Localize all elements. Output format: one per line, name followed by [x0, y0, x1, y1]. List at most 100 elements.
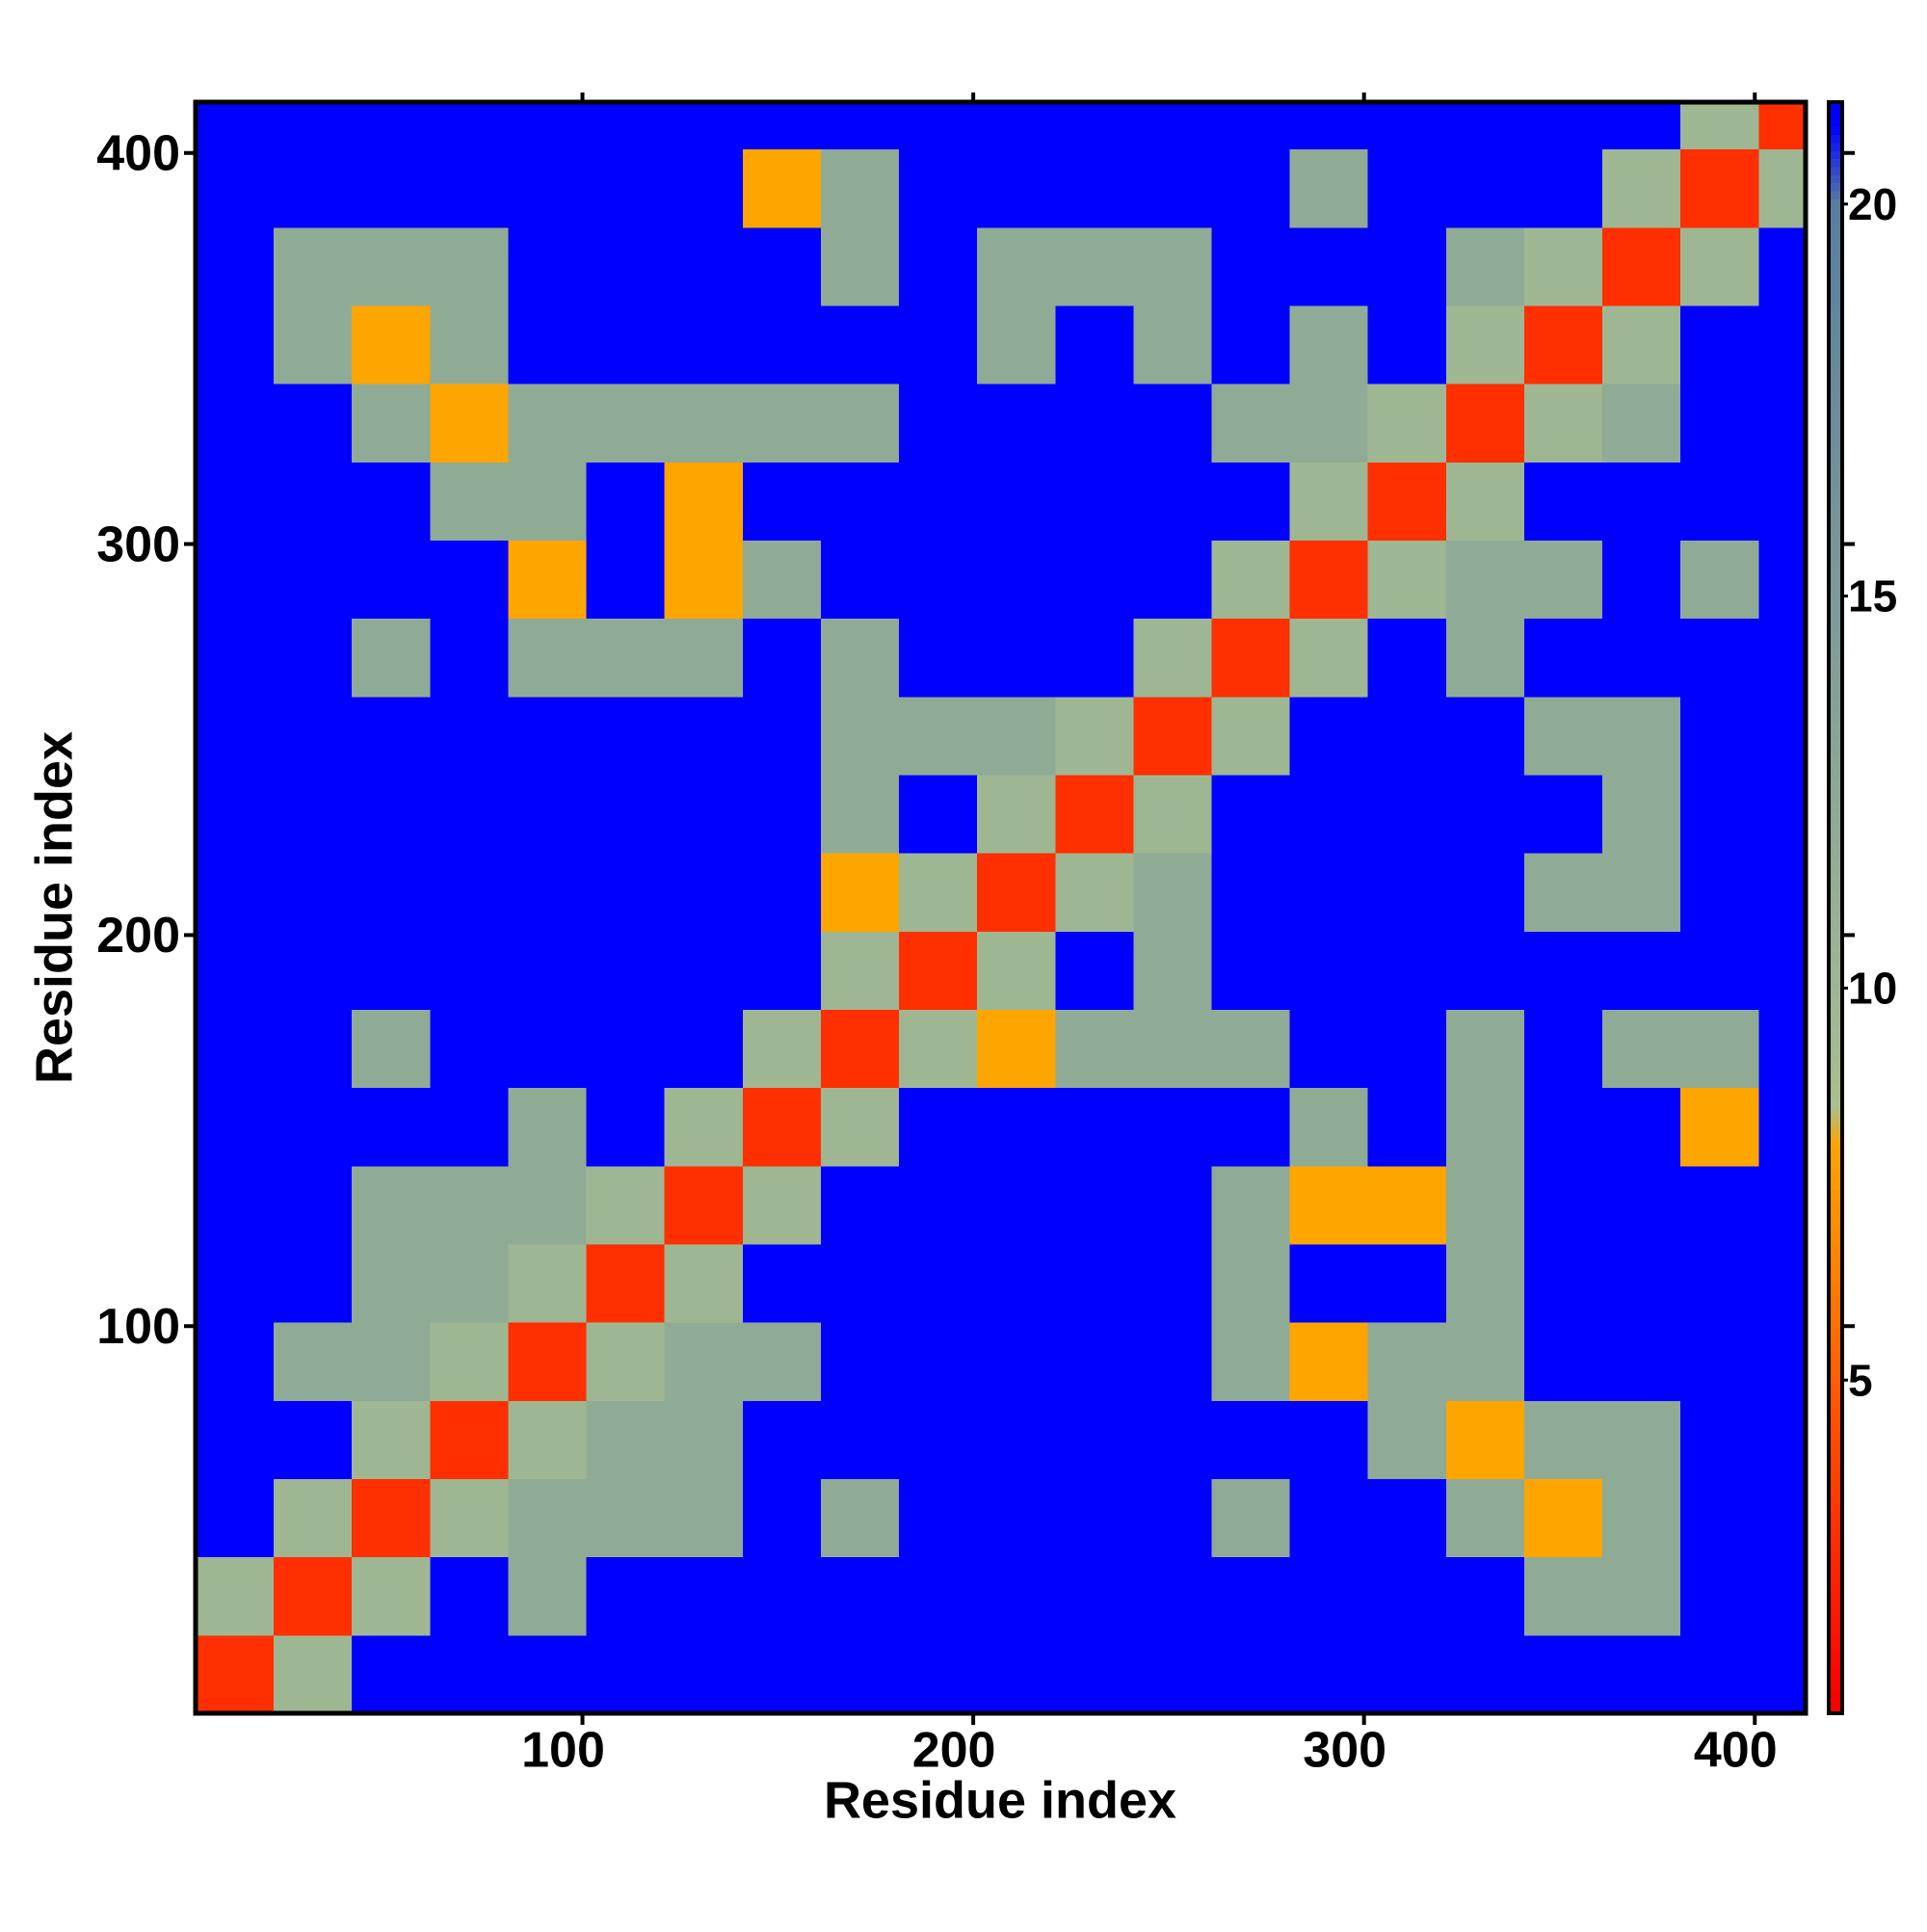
colorbar-segment: [1829, 851, 1842, 860]
heatmap-cell: [1523, 540, 1603, 620]
colorbar-segment: [1829, 1205, 1842, 1215]
colorbar-segment: [1829, 561, 1842, 570]
colorbar-segment: [1829, 722, 1842, 731]
heatmap-cell: [430, 1556, 509, 1636]
heatmap-cell: [196, 148, 275, 228]
heatmap-cell: [742, 462, 822, 542]
heatmap-cell: [1758, 226, 1807, 306]
colorbar-segment: [1829, 505, 1842, 514]
colorbar-segment: [1829, 1149, 1842, 1158]
heatmap-cell: [508, 1634, 588, 1714]
colorbar-segment: [1829, 359, 1842, 369]
heatmap-cell: [1367, 305, 1447, 384]
heatmap-cell: [664, 226, 744, 306]
heatmap-cell: [664, 305, 744, 384]
colorbar-segment: [1829, 875, 1842, 885]
colorbar-segment: [1829, 803, 1842, 812]
colorbar-segment: [1829, 182, 1842, 192]
heatmap-cell: [1680, 305, 1759, 384]
heatmap-cell: [274, 462, 353, 542]
heatmap-cell: [430, 1087, 509, 1167]
colorbar-segment: [1829, 698, 1842, 707]
heatmap-cell: [664, 775, 744, 854]
colorbar-segment: [1829, 1230, 1842, 1239]
heatmap-cell: [1211, 540, 1291, 620]
y-axis-title: Residue index: [25, 731, 83, 1084]
heatmap-cell: [664, 1322, 744, 1401]
heatmap-cell: [1680, 696, 1759, 776]
heatmap-cell: [352, 1165, 431, 1245]
colorbar-segment: [1829, 1093, 1842, 1102]
colorbar-segment: [1829, 730, 1842, 740]
heatmap-cell: [1523, 1634, 1603, 1714]
colorbar-segment: [1829, 424, 1842, 434]
heatmap-cell: [274, 1009, 353, 1089]
x-tick-label: 200: [912, 1723, 996, 1779]
colorbar-segment: [1829, 126, 1842, 136]
heatmap-cell: [1211, 102, 1291, 150]
heatmap-cell: [1758, 540, 1807, 620]
heatmap-cell: [430, 148, 509, 228]
colorbar-segment: [1829, 1673, 1842, 1682]
colorbar-segment: [1829, 1503, 1842, 1513]
heatmap-cell: [820, 1400, 900, 1480]
heatmap-cell: [508, 853, 588, 932]
heatmap-cell: [196, 696, 275, 776]
heatmap-cell: [1055, 1244, 1134, 1323]
colorbar-segment: [1829, 1455, 1842, 1465]
colorbar-segment: [1829, 1625, 1842, 1633]
heatmap-cell: [508, 618, 588, 698]
heatmap-cell: [1133, 540, 1213, 620]
heatmap-cell: [1289, 540, 1369, 620]
heatmap-cell: [977, 540, 1056, 620]
heatmap-cell: [1758, 1009, 1807, 1089]
heatmap-cell: [1289, 1478, 1369, 1558]
y-tick-label: 400: [96, 125, 180, 181]
heatmap-cell: [430, 1009, 509, 1089]
heatmap-cell: [1133, 1322, 1213, 1401]
heatmap-cell: [1523, 462, 1603, 542]
colorbar-segment: [1829, 174, 1842, 184]
heatmap-cell: [1758, 618, 1807, 698]
heatmap-cell: [1758, 853, 1807, 932]
heatmap-cell: [430, 1322, 509, 1401]
heatmap-cell: [352, 1400, 431, 1480]
heatmap-cell: [508, 102, 588, 150]
heatmap-cell: [899, 102, 978, 150]
colorbar-segment: [1829, 190, 1842, 199]
heatmap-cell: [820, 1634, 900, 1714]
heatmap-cell: [508, 1478, 588, 1558]
heatmap-cell: [1289, 618, 1369, 698]
colorbar-segment: [1829, 1447, 1842, 1457]
heatmap-cell: [742, 102, 822, 150]
heatmap-cell: [899, 618, 978, 698]
colorbar-segment: [1829, 1020, 1842, 1029]
heatmap-cell: [742, 1400, 822, 1480]
heatmap-cell: [1367, 1165, 1447, 1245]
colorbar-segment: [1829, 1125, 1842, 1134]
colorbar-segment: [1829, 150, 1842, 160]
heatmap-cell: [1367, 853, 1447, 932]
heatmap-cell: [1289, 1244, 1369, 1323]
heatmap-cell: [274, 226, 353, 306]
heatmap-cell: [1211, 462, 1291, 542]
heatmap-cell: [977, 931, 1056, 1011]
colorbar-segment: [1829, 1310, 1842, 1319]
heatmap-cell: [1367, 931, 1447, 1011]
heatmap-cell: [899, 1556, 978, 1636]
heatmap-cell: [1602, 1556, 1681, 1636]
heatmap-cell: [1523, 1322, 1603, 1401]
colorbar-segment: [1829, 537, 1842, 546]
heatmap-cell: [1445, 1009, 1525, 1089]
heatmap-cell: [1211, 1009, 1291, 1089]
heatmap-cell: [1758, 1322, 1807, 1401]
y-tick-label: 200: [96, 908, 180, 964]
heatmap-cell: [586, 462, 666, 542]
colorbar-segment: [1829, 1688, 1842, 1698]
colorbar-segment: [1829, 1536, 1842, 1546]
colorbar-segment: [1829, 271, 1842, 280]
colorbar-segment: [1829, 287, 1842, 297]
heatmap-cell: [430, 775, 509, 854]
heatmap-cell: [1758, 1087, 1807, 1167]
